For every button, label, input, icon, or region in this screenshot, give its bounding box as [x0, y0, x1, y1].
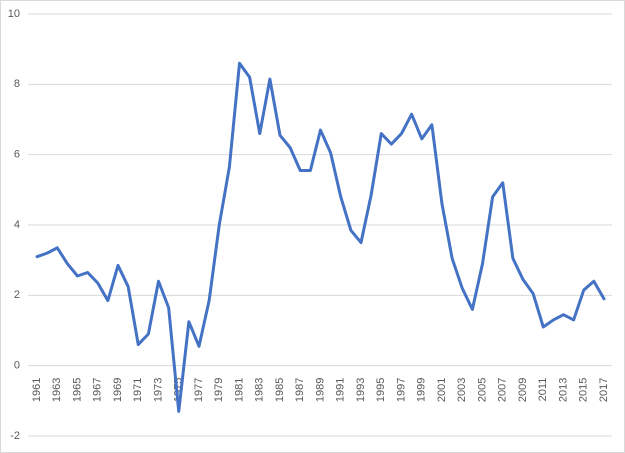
x-tick-label: 2013 — [557, 378, 569, 402]
x-tick-label: 2011 — [537, 378, 549, 402]
y-tick-label: 2 — [14, 289, 20, 301]
x-tick-label: 1963 — [51, 378, 63, 402]
y-tick-label: 0 — [14, 360, 20, 372]
x-tick-label: 1981 — [233, 378, 245, 402]
x-tick-label: 1983 — [254, 378, 266, 402]
x-tick-label: 2005 — [476, 378, 488, 402]
x-tick-label: 1995 — [375, 378, 387, 402]
x-tick-label: 1987 — [294, 378, 306, 402]
y-tick-label: 10 — [8, 8, 20, 20]
x-tick-label: 2001 — [436, 378, 448, 402]
x-tick-label: 1991 — [335, 378, 347, 402]
y-tick-label: 6 — [14, 149, 20, 161]
x-tick-label: 2003 — [456, 378, 468, 402]
x-tick-label: 1969 — [112, 378, 124, 402]
x-tick-label: 1961 — [31, 378, 43, 402]
x-tick-label: 1999 — [416, 378, 428, 402]
x-tick-label: 2017 — [598, 378, 610, 402]
y-tick-label: 4 — [14, 219, 20, 231]
x-tick-label: 2007 — [497, 378, 509, 402]
y-tick-label: -2 — [10, 430, 20, 442]
data-line — [35, 61, 606, 413]
x-tick-label: 1997 — [395, 378, 407, 402]
x-tick-label: 1971 — [132, 378, 144, 402]
x-tick-label: 1967 — [92, 378, 104, 402]
x-tick-label: 1985 — [274, 378, 286, 402]
x-tick-label: 1965 — [71, 378, 83, 402]
x-tick-label: 1989 — [314, 378, 326, 402]
x-tick-label: 2009 — [517, 378, 529, 402]
x-tick-label: 2015 — [578, 378, 590, 402]
x-tick-label: 1993 — [355, 378, 367, 402]
x-tick-label: 1973 — [152, 378, 164, 402]
x-tick-label: 1979 — [213, 378, 225, 402]
x-tick-label: 1977 — [193, 378, 205, 402]
y-tick-label: 8 — [14, 78, 20, 90]
